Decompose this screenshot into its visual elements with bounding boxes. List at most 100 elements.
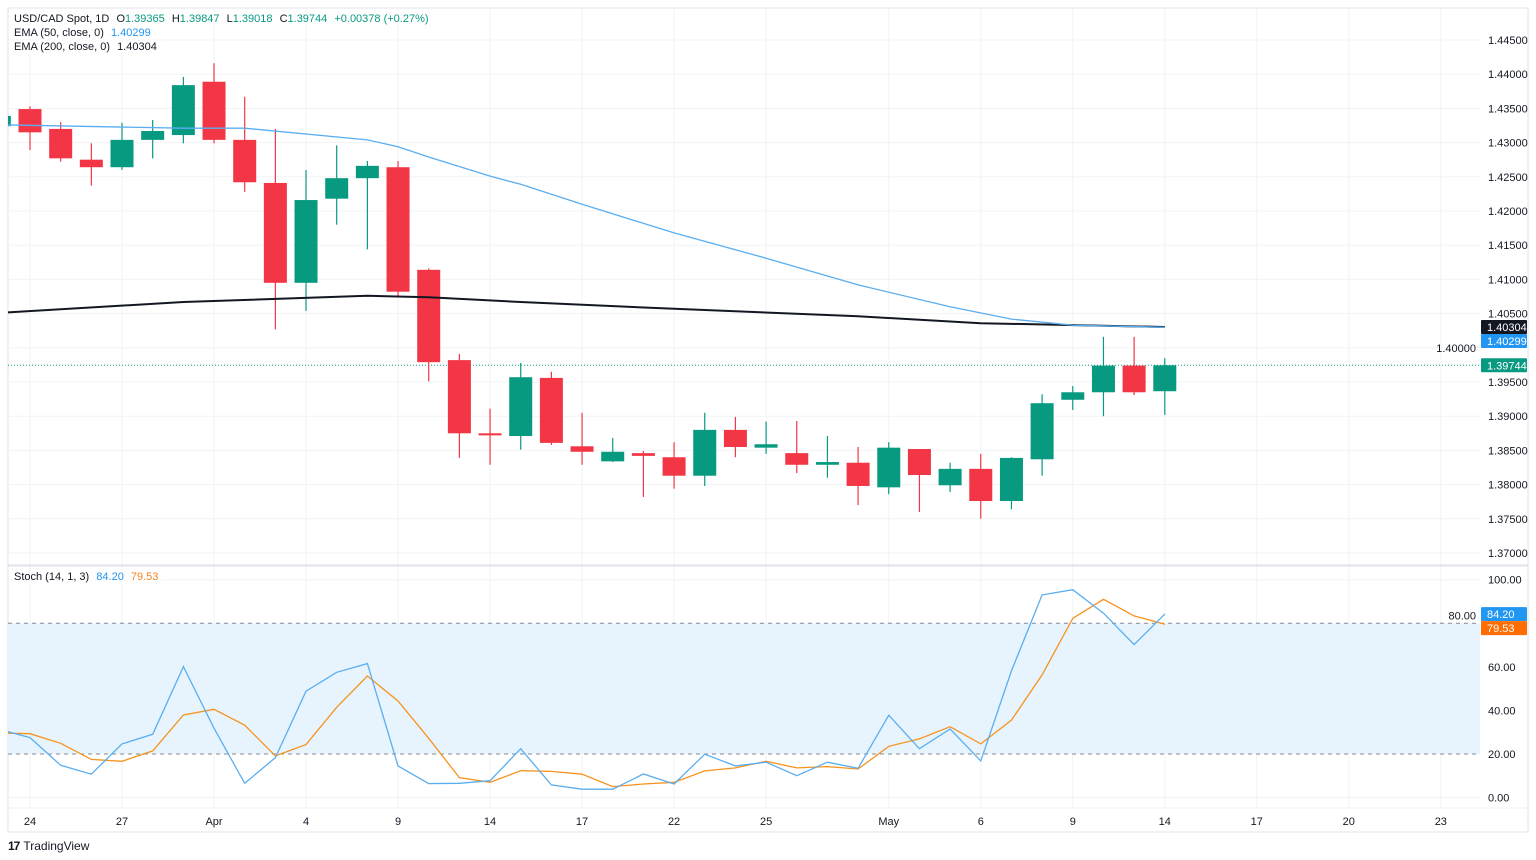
candle-body bbox=[325, 178, 349, 199]
candle-body bbox=[1091, 365, 1115, 393]
stoch-d-badge-label: 79.53 bbox=[1487, 623, 1515, 635]
candle bbox=[417, 268, 441, 382]
stoch-tick-label: 80.00 bbox=[1448, 610, 1476, 622]
candle bbox=[785, 420, 809, 473]
candle-body bbox=[49, 128, 73, 159]
close-label: C bbox=[279, 13, 288, 25]
candle-body bbox=[846, 462, 870, 486]
candle-body bbox=[1122, 365, 1146, 393]
candle bbox=[754, 421, 778, 454]
ema50-value: 1.40299 bbox=[110, 27, 151, 39]
stoch-axis[interactable]: 100.00 80.00 60.00 40.00 20.00 0.00 84.20 79.53 bbox=[1448, 575, 1527, 805]
tradingview-logo[interactable]: 17 TradingView bbox=[8, 839, 89, 853]
candle bbox=[294, 169, 318, 311]
candle bbox=[631, 451, 655, 497]
stoch-tick-label: 60.00 bbox=[1488, 662, 1516, 674]
symbol-legend[interactable]: USD/CAD Spot, 1D O1.39365 H1.39847 L1.39… bbox=[14, 12, 433, 26]
price-tick-label: 1.37500 bbox=[1488, 514, 1528, 526]
stoch-tick-label: 0.00 bbox=[1488, 793, 1509, 805]
price-tick-label: 1.37000 bbox=[1488, 548, 1528, 560]
time-tick-label: 22 bbox=[668, 816, 680, 828]
candle-body bbox=[601, 451, 625, 462]
open-value: 1.39365 bbox=[125, 13, 165, 25]
candle-body bbox=[18, 109, 42, 133]
candle-body bbox=[539, 377, 563, 443]
ema200-legend[interactable]: EMA (200, close, 0) 1.40304 bbox=[14, 40, 161, 54]
ema200-price-badge: 1.40304 bbox=[1481, 320, 1527, 335]
candle-body bbox=[723, 429, 747, 447]
candle-body bbox=[938, 468, 962, 486]
symbol-title: USD/CAD Spot, 1D bbox=[14, 13, 110, 25]
candle-body bbox=[110, 139, 134, 168]
candle bbox=[233, 96, 257, 192]
ema200-line bbox=[8, 294, 1165, 328]
high-label: H bbox=[171, 13, 180, 25]
candle bbox=[171, 76, 195, 144]
time-tick-label: 17 bbox=[1251, 816, 1263, 828]
ema-lines bbox=[8, 124, 1165, 328]
candle-body bbox=[662, 457, 686, 476]
candle bbox=[938, 462, 962, 493]
candle-body bbox=[171, 85, 195, 136]
price-tick-label: 1.43500 bbox=[1488, 103, 1528, 115]
candle bbox=[969, 453, 993, 519]
close-value: 1.39744 bbox=[287, 13, 328, 25]
stoch-d-badge-bg bbox=[1481, 621, 1527, 636]
candle bbox=[325, 145, 349, 225]
candle-body bbox=[754, 444, 778, 448]
ema50-line bbox=[8, 124, 1165, 328]
stoch-k-line bbox=[8, 589, 1166, 790]
ema50-label: EMA (50, close, 0) bbox=[14, 27, 104, 39]
candle-body bbox=[1030, 403, 1054, 460]
candle-body bbox=[417, 269, 441, 363]
candle-body bbox=[999, 457, 1023, 502]
stoch-tick-label: 100.00 bbox=[1488, 575, 1522, 587]
time-axis[interactable]: 24 27 Apr 4 9 14 17 22 25 May 6 9 14 17 20 23 bbox=[24, 816, 1447, 828]
candle-body bbox=[478, 433, 502, 436]
stoch-k-badge-bg bbox=[1481, 607, 1527, 622]
candle bbox=[355, 161, 379, 250]
candle bbox=[509, 362, 533, 450]
time-tick-label: 20 bbox=[1343, 816, 1355, 828]
stoch-d-badge: 79.53 bbox=[1481, 621, 1527, 636]
tradingview-logo-text: TradingView bbox=[23, 839, 90, 853]
candle bbox=[478, 408, 502, 465]
last-price-badge: 1.39744 bbox=[1481, 358, 1527, 373]
stoch-k-value: 84.20 bbox=[96, 571, 124, 583]
tradingview-logo-icon: 17 bbox=[8, 839, 20, 853]
candle bbox=[18, 106, 42, 151]
ohlc-low: L1.39018 bbox=[227, 13, 273, 25]
price-tick-label: 1.39500 bbox=[1488, 377, 1528, 389]
stoch-d-line bbox=[8, 598, 1165, 788]
stoch-k-badge-label: 84.20 bbox=[1487, 609, 1515, 621]
time-tick-label: 9 bbox=[1070, 816, 1076, 828]
candle bbox=[79, 143, 103, 186]
overbought-oversold-band bbox=[8, 623, 1480, 754]
candle bbox=[263, 128, 287, 330]
price-tick-label: 1.42000 bbox=[1488, 206, 1528, 218]
last-price-badge-bg bbox=[1481, 358, 1527, 373]
ema200-price-badge-label: 1.40304 bbox=[1487, 322, 1527, 334]
stoch-tick-label: 40.00 bbox=[1488, 705, 1516, 717]
candle bbox=[202, 63, 226, 144]
candle bbox=[110, 122, 134, 170]
time-tick-label: 6 bbox=[978, 816, 984, 828]
ema50-legend[interactable]: EMA (50, close, 0) 1.40299 bbox=[14, 26, 155, 40]
candle bbox=[907, 449, 931, 512]
stoch-tick-label: 20.00 bbox=[1488, 749, 1516, 761]
price-axis[interactable]: 1.44500 1.44000 1.43500 1.43000 1.42500 1.420… bbox=[1436, 35, 1528, 560]
candle-body bbox=[877, 447, 901, 488]
stoch-legend[interactable]: Stoch (14, 1, 3) 84.20 79.53 bbox=[14, 570, 163, 584]
candle-body bbox=[8, 115, 11, 127]
candle bbox=[141, 120, 165, 159]
ohlc-close: C1.39744 bbox=[280, 13, 328, 25]
ema200-price-badge-bg bbox=[1481, 320, 1527, 335]
candle-body bbox=[785, 453, 809, 465]
candle-body bbox=[1153, 365, 1177, 392]
candlestick-series bbox=[8, 63, 1177, 519]
candle bbox=[8, 115, 11, 127]
time-tick-label: 25 bbox=[760, 816, 772, 828]
candle-body bbox=[294, 200, 318, 283]
candle-body bbox=[693, 429, 717, 476]
